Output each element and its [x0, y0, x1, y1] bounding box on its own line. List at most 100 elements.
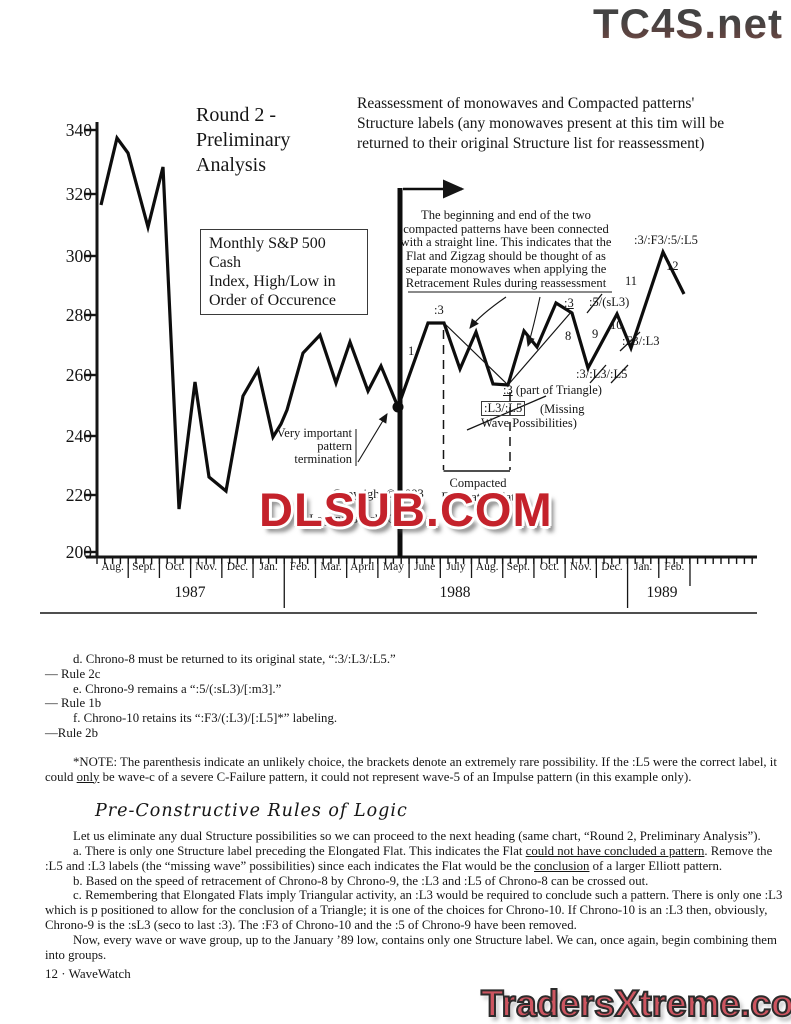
month-label: Dec.: [601, 561, 623, 573]
y-tick-label: 320: [65, 184, 92, 204]
intro: Let us eliminate any dual Structure poss…: [73, 829, 761, 844]
month-label: Oct.: [539, 561, 560, 573]
label-text: 1: [408, 344, 415, 358]
month-label: Jan.: [634, 561, 653, 573]
chart-label: Wave Possibilities): [481, 417, 577, 430]
month-label: Nov.: [195, 561, 218, 573]
label-text: Elongated Flat: [441, 490, 515, 504]
chart-label: termination: [294, 453, 352, 466]
month-label: Jan.: [259, 561, 278, 573]
month-label: Oct.: [165, 561, 185, 573]
label-text: termination: [294, 452, 352, 466]
chart-label: :F3/:L3: [622, 335, 660, 348]
chart-label: :L3/:L5: [481, 401, 526, 416]
rule-2b: —Rule 2b: [45, 725, 98, 740]
y-tick-label: 340: [65, 120, 92, 140]
label-text: pattern: [317, 439, 352, 453]
label-text: (Missing: [540, 402, 585, 416]
watermark-tc4s: TC4S.net: [592, 0, 783, 47]
chart-label: 1: [408, 345, 414, 358]
month-label: June: [414, 561, 436, 573]
chart-label: (Missing: [540, 403, 584, 416]
month-label: July: [446, 561, 466, 573]
body-gap: [45, 784, 783, 798]
month-label: Feb.: [664, 561, 685, 573]
note: *NOTE: The parenthesis indicate an unlik…: [45, 754, 777, 784]
chart-label: Very important: [277, 427, 352, 440]
label-text: 8: [565, 329, 572, 343]
chart-label: Compacted: [450, 477, 507, 490]
y-tick-label: 220: [65, 485, 92, 505]
rule-1b: — Rule 1b: [45, 696, 102, 711]
month-label: Aug.: [101, 561, 124, 573]
year-label: 1989: [646, 584, 678, 601]
label-text: 11: [625, 274, 638, 288]
watermark-tradersxtreme: TradersXtreme.com: [480, 982, 791, 1024]
item-e: e. Chrono-9 remains a “:5/(:sL3)/[:m3].”: [73, 681, 282, 696]
label-text: 12: [666, 259, 679, 273]
item-a: a. There is only one Structure label pre…: [45, 843, 773, 873]
month-label: Sept.: [132, 561, 156, 573]
month-label: Aug.: [475, 561, 499, 573]
label-text: Compacted: [449, 476, 507, 490]
compacted-patterns-note: The beginning and end of the two compact…: [400, 208, 612, 290]
chart-label: :5/(sL3): [589, 296, 629, 309]
chart-label: 8: [565, 330, 571, 343]
chart-label: Laguna Beach, CA: [309, 513, 404, 526]
month-label: May: [382, 561, 405, 573]
chart-label: :3/:F3/:5/:L5: [634, 234, 698, 247]
item-f: f. Chrono-10 retains its “:F3/(:L3)/[:L5…: [73, 711, 338, 726]
label-text: :3: [503, 383, 513, 397]
label-text: :3: [564, 296, 574, 310]
month-label: April: [350, 561, 375, 573]
y-tick-label: 280: [65, 305, 92, 325]
page-number: 12 · WaveWatch: [45, 966, 131, 981]
round-title: Round 2 - Preliminary Analysis: [196, 104, 291, 176]
month-label: Nov.: [569, 561, 592, 573]
section-heading: Pre-Constructive Rules of Logic: [95, 801, 408, 822]
label-text: (part of Triangle): [512, 383, 602, 397]
item-b: b. Based on the speed of retracement of …: [73, 873, 649, 888]
label-text: :3/:F3/:5/:L5: [634, 233, 698, 247]
label-text: Copyright © 1993: [332, 487, 424, 501]
label-text: :3: [434, 303, 444, 317]
label-text: 10: [610, 318, 623, 332]
label-text: Laguna Beach, CA: [309, 512, 405, 526]
item-c: c. Remembering that Elongated Flats impl…: [45, 888, 783, 932]
label-text: Wave Possibilities): [481, 416, 577, 430]
rule-2c: — Rule 2c: [45, 666, 101, 681]
month-label: Dec.: [226, 561, 249, 573]
month-label: Feb.: [289, 561, 310, 573]
y-tick-label: 240: [65, 426, 92, 446]
body-gap: [45, 741, 783, 755]
chart-label: 12: [666, 260, 679, 273]
chart-title-box: Monthly S&P 500 Cash Index, High/Low in …: [200, 229, 368, 315]
label-text: :F3/:L3: [622, 334, 660, 348]
chart-label: pattern: [317, 440, 352, 453]
year-label: 1987: [174, 584, 206, 601]
chart-label: :3 (part of Triangle): [503, 384, 602, 397]
chart-label: Elongated Flat: [441, 491, 514, 504]
label-text: :3/:L3/:L5: [576, 367, 628, 381]
chart-label: 10: [610, 319, 623, 332]
item-d: d. Chrono-8 must be returned to its orig…: [73, 652, 396, 666]
label-text: :5/(sL3): [589, 295, 630, 309]
chart-label: 11: [625, 275, 637, 288]
label-text: :L3/:L5: [484, 401, 523, 415]
chart-label: Copyright © 1993: [332, 488, 423, 501]
y-tick-label: 300: [65, 246, 92, 266]
chart-label: :3: [434, 304, 444, 317]
year-label: 1988: [439, 584, 471, 601]
label-text: 9: [592, 327, 599, 341]
watermark-dlsub: DLSUB.COM: [259, 483, 553, 536]
reassessment-note: Reassessment of monowaves and Compacted …: [357, 95, 725, 152]
y-tick-label: 200: [65, 542, 92, 562]
month-label: Sept.: [506, 561, 530, 573]
label-text: Very important: [276, 426, 352, 440]
month-label: Mar.: [320, 561, 342, 573]
chart-label: 9: [592, 328, 598, 341]
y-tick-label: 260: [65, 365, 92, 385]
body-text: d. Chrono-8 must be returned to its orig…: [45, 652, 783, 962]
